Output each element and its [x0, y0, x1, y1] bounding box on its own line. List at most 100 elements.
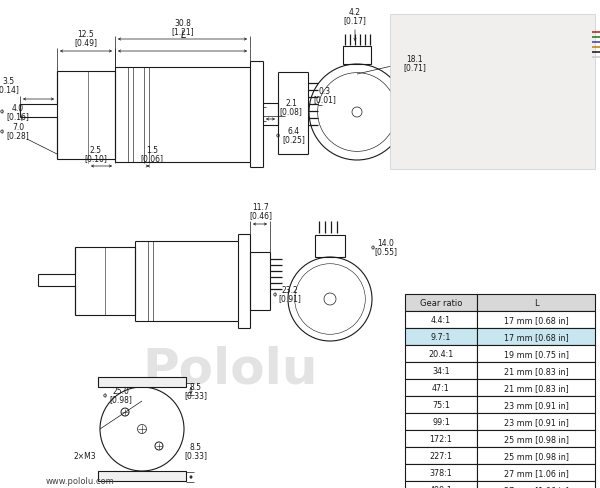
Text: 34:1: 34:1: [432, 366, 450, 375]
Bar: [98, 377, 186, 387]
Text: 1.5: 1.5: [146, 146, 158, 155]
Bar: [405, 396, 477, 413]
Bar: [477, 396, 595, 413]
Text: [0.28]: [0.28]: [7, 131, 29, 140]
Text: 27 mm [1.06 in]: 27 mm [1.06 in]: [503, 468, 568, 477]
Bar: [405, 481, 477, 488]
Bar: [477, 413, 595, 430]
Bar: [315, 236, 345, 258]
Bar: [477, 430, 595, 447]
Text: 21 mm [0.83 in]: 21 mm [0.83 in]: [503, 383, 568, 392]
Text: 99:1: 99:1: [432, 417, 450, 426]
Text: 14.0: 14.0: [377, 239, 394, 248]
Text: [0.71]: [0.71]: [404, 63, 427, 72]
Text: 6.4: 6.4: [288, 127, 300, 136]
Bar: [477, 328, 595, 346]
Text: [0.98]: [0.98]: [110, 395, 133, 404]
Text: [0.33]: [0.33]: [185, 450, 208, 460]
Text: 25 mm [0.98 in]: 25 mm [0.98 in]: [503, 451, 569, 460]
Text: [0.16]: [0.16]: [7, 112, 29, 121]
Bar: [402, 97, 417, 103]
Text: 4.2: 4.2: [349, 8, 361, 18]
Text: 0.3: 0.3: [319, 87, 331, 96]
Text: [0.33]: [0.33]: [185, 391, 208, 400]
Bar: [417, 81, 442, 120]
Bar: [477, 481, 595, 488]
Bar: [405, 311, 477, 328]
Text: [0.06]: [0.06]: [140, 154, 163, 163]
Text: Gear ratio: Gear ratio: [420, 298, 462, 307]
Text: 4.0: 4.0: [12, 104, 24, 113]
Text: 25 mm [0.98 in]: 25 mm [0.98 in]: [503, 434, 569, 443]
Text: 2.1: 2.1: [285, 99, 297, 108]
Text: 18.1: 18.1: [407, 55, 424, 64]
Text: 7.0: 7.0: [12, 123, 24, 132]
Bar: [405, 362, 477, 379]
Text: 75:1: 75:1: [432, 400, 450, 409]
Text: 20.4:1: 20.4:1: [428, 349, 454, 358]
Text: 25.0: 25.0: [113, 386, 130, 396]
Bar: [343, 47, 371, 65]
Bar: [98, 471, 186, 481]
Text: www.pololu.com: www.pololu.com: [46, 476, 115, 486]
Text: 3.5: 3.5: [2, 77, 14, 86]
Text: 17 mm [0.68 in]: 17 mm [0.68 in]: [503, 332, 568, 341]
Text: 2×M3: 2×M3: [74, 451, 97, 461]
Bar: [405, 464, 477, 481]
Text: Pololu: Pololu: [142, 346, 318, 393]
Bar: [405, 294, 477, 311]
Bar: [390, 15, 595, 170]
Text: ϕ: ϕ: [103, 393, 107, 398]
Bar: [405, 379, 477, 396]
Text: [0.46]: [0.46]: [250, 211, 272, 220]
Ellipse shape: [442, 72, 522, 128]
Text: 17 mm [0.68 in]: 17 mm [0.68 in]: [503, 315, 568, 325]
Text: 23 mm [0.91 in]: 23 mm [0.91 in]: [503, 417, 568, 426]
Bar: [405, 413, 477, 430]
Text: [0.08]: [0.08]: [280, 107, 302, 116]
Text: [1.21]: [1.21]: [172, 27, 194, 37]
Text: 227:1: 227:1: [430, 451, 452, 460]
Bar: [477, 464, 595, 481]
Text: L: L: [533, 298, 538, 307]
Text: L: L: [181, 30, 185, 40]
Text: ϕ: ϕ: [273, 292, 277, 297]
Bar: [405, 447, 477, 464]
Bar: [405, 328, 477, 346]
Text: 499:1: 499:1: [430, 485, 452, 488]
Bar: [477, 362, 595, 379]
Text: 11.7: 11.7: [253, 203, 269, 212]
Text: [0.01]: [0.01]: [314, 95, 337, 104]
Bar: [442, 72, 502, 128]
Text: 23 mm [0.91 in]: 23 mm [0.91 in]: [503, 400, 568, 409]
Text: 30.8: 30.8: [175, 20, 191, 28]
Bar: [477, 346, 595, 362]
Text: 27 mm [1.06 in]: 27 mm [1.06 in]: [503, 485, 568, 488]
Text: 172:1: 172:1: [430, 434, 452, 443]
Text: [0.25]: [0.25]: [283, 135, 305, 144]
Text: 378:1: 378:1: [430, 468, 452, 477]
Text: 19 mm [0.75 in]: 19 mm [0.75 in]: [503, 349, 569, 358]
Text: [0.55]: [0.55]: [374, 247, 398, 256]
Text: 23.2: 23.2: [281, 286, 298, 295]
Text: 4.4:1: 4.4:1: [431, 315, 451, 325]
Text: [0.49]: [0.49]: [74, 39, 97, 47]
Text: [0.14]: [0.14]: [0, 85, 19, 94]
Text: 9.7:1: 9.7:1: [431, 332, 451, 341]
Bar: [405, 430, 477, 447]
Text: [0.10]: [0.10]: [85, 154, 107, 163]
Text: 21 mm [0.83 in]: 21 mm [0.83 in]: [503, 366, 568, 375]
Text: ϕ: ϕ: [0, 109, 4, 114]
Text: 2.5: 2.5: [90, 146, 102, 155]
Text: 47:1: 47:1: [432, 383, 450, 392]
Text: ϕ: ϕ: [276, 133, 280, 138]
Text: 8.5: 8.5: [190, 443, 202, 451]
Text: 12.5: 12.5: [77, 30, 94, 40]
Bar: [477, 294, 595, 311]
Text: 8.5: 8.5: [190, 383, 202, 392]
Bar: [405, 346, 477, 362]
Bar: [477, 447, 595, 464]
Text: [0.17]: [0.17]: [344, 17, 367, 25]
Bar: [477, 311, 595, 328]
Text: [0.91]: [0.91]: [278, 294, 301, 303]
